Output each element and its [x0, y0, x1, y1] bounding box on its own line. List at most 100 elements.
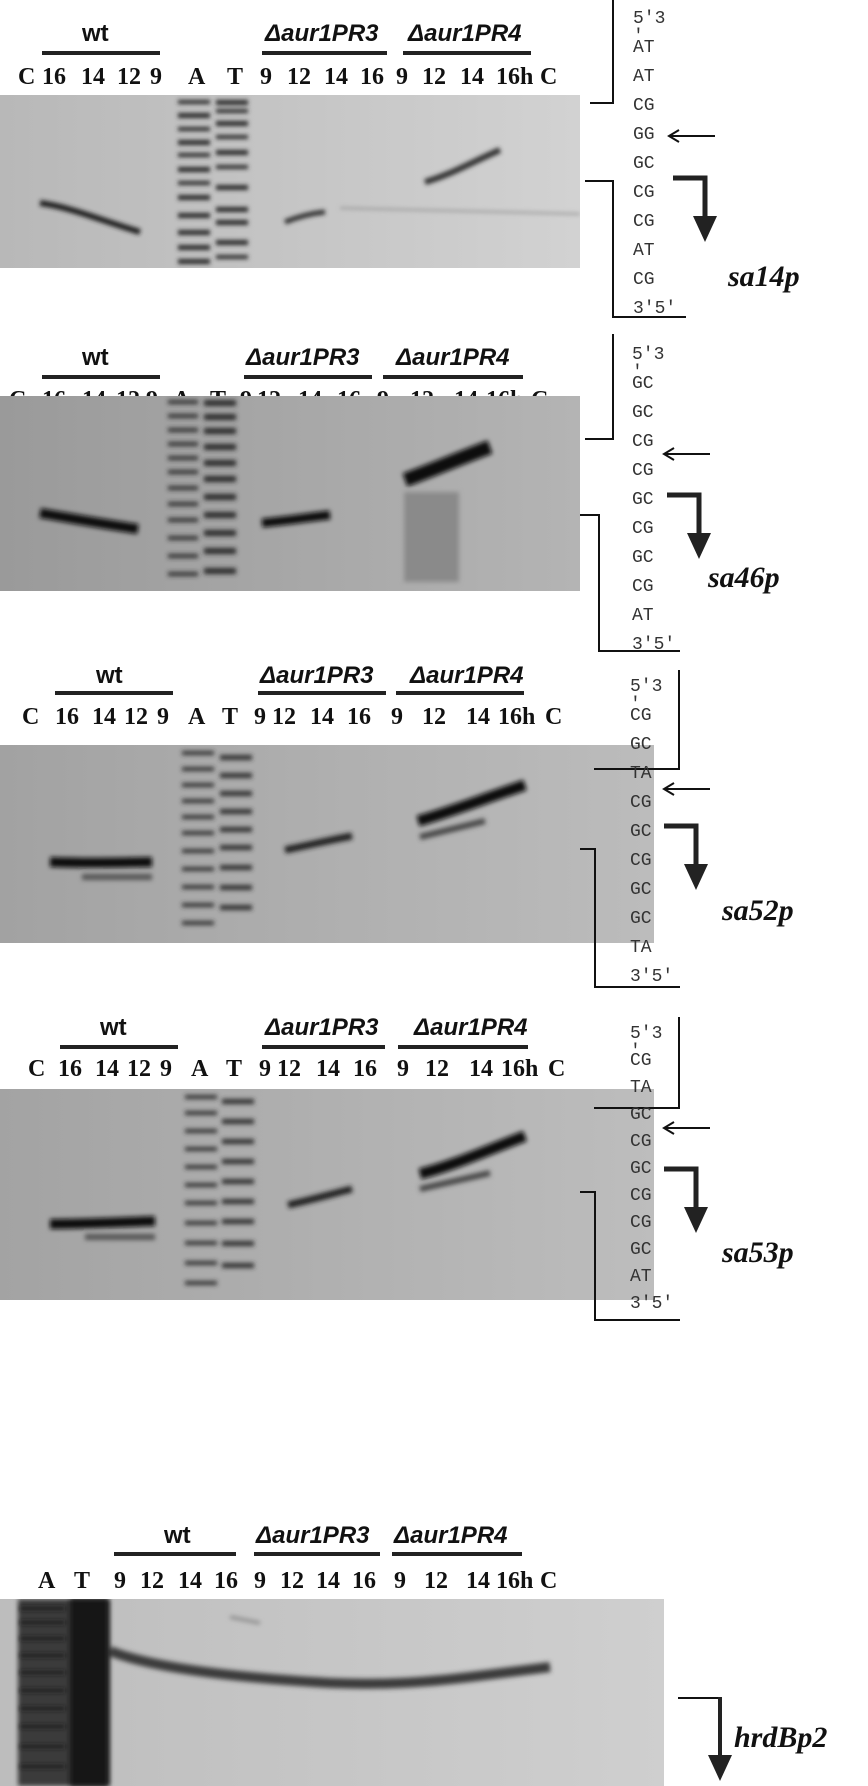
- bracket-line: [585, 180, 614, 182]
- lane-label: 9: [254, 1569, 266, 1593]
- gel-image: [0, 95, 580, 268]
- gene-label: sa14p: [728, 262, 800, 292]
- group-bar-wt: [114, 1552, 236, 1556]
- bracket-line: [585, 438, 614, 440]
- gel-bands: [0, 1089, 654, 1300]
- left-arrow-icon: [660, 1121, 712, 1135]
- lane-label: 12: [425, 1057, 449, 1081]
- panel-sa52p: wt Δaur1PR3 Δaur1PR4 C 16 14 12 9 A T 9 …: [0, 660, 868, 1015]
- lane-label: 16: [347, 705, 371, 729]
- lane-label: 16: [42, 65, 66, 89]
- group-bar-wt: [42, 51, 160, 55]
- bracket-line: [590, 102, 614, 104]
- seq-item: CG: [630, 1133, 652, 1151]
- seq-item: TA: [630, 939, 652, 957]
- lane-label: 16: [55, 705, 79, 729]
- group-bar-pr3: [244, 375, 372, 379]
- lane-label: T: [222, 705, 238, 729]
- lane-label: 9: [114, 1569, 126, 1593]
- lane-label: 16: [214, 1569, 238, 1593]
- gene-label: hrdBp2: [734, 1723, 827, 1753]
- group-label-wt: wt: [100, 1016, 127, 1040]
- left-arrow-icon: [665, 129, 717, 143]
- seq-item: GC: [630, 910, 652, 928]
- seq-item: AT: [633, 242, 655, 260]
- bracket-line: [612, 0, 614, 104]
- tss-arrow-icon: [662, 1161, 712, 1241]
- group-label-wt: wt: [96, 664, 123, 688]
- lane-label: C: [540, 1569, 557, 1593]
- lane-label: T: [226, 1057, 242, 1081]
- lane-label: T: [227, 65, 243, 89]
- group-label-pr3: Δaur1PR3: [246, 346, 360, 370]
- bracket-line: [678, 1017, 680, 1109]
- seq-item: CG: [630, 852, 652, 870]
- seq-item: AT: [633, 68, 655, 86]
- lane-label: 16h: [501, 1057, 538, 1081]
- seq-item: CG: [633, 213, 655, 231]
- lane-label: 16: [352, 1569, 376, 1593]
- lane-label: A: [191, 1057, 208, 1081]
- lane-label: 16: [58, 1057, 82, 1081]
- lane-label: 12: [422, 705, 446, 729]
- group-label-pr3: Δaur1PR3: [265, 1016, 379, 1040]
- lane-label: 16: [353, 1057, 377, 1081]
- lane-label: 9: [396, 65, 408, 89]
- lane-label: 12: [272, 705, 296, 729]
- lane-label: 14: [466, 705, 490, 729]
- lane-label: 12: [277, 1057, 301, 1081]
- seq-item: CG: [630, 1187, 652, 1205]
- lane-label: 12: [117, 65, 141, 89]
- lane-label: 16h: [498, 705, 535, 729]
- seq-item: AT: [630, 1268, 652, 1286]
- gel-bands: [0, 396, 580, 591]
- seq-item: GC: [630, 1241, 652, 1259]
- lane-label: 12: [140, 1569, 164, 1593]
- lane-label: 12: [422, 65, 446, 89]
- group-label-pr4: Δaur1PR4: [408, 22, 522, 46]
- lane-label: C: [28, 1057, 45, 1081]
- gel-image: [0, 396, 580, 591]
- seq-item: GC: [630, 1106, 652, 1124]
- panel-hrdBp2: wt Δaur1PR3 Δaur1PR4 A T 9 12 14 16 9 12…: [0, 1515, 868, 1786]
- lane-label: 14: [316, 1057, 340, 1081]
- lane-label: C: [18, 65, 35, 89]
- group-label-wt: wt: [82, 346, 109, 370]
- bracket-line: [612, 334, 614, 440]
- lane-label: C: [540, 65, 557, 89]
- lane-label: 9: [259, 1057, 271, 1081]
- bracket-line: [580, 848, 596, 850]
- seq-item: GC: [632, 491, 654, 509]
- seq-item: TA: [630, 765, 652, 783]
- group-bar-pr4: [398, 1045, 528, 1049]
- group-bar-pr3: [262, 51, 387, 55]
- lane-label: 14: [316, 1569, 340, 1593]
- lane-label: 14: [178, 1569, 202, 1593]
- seq-item: GC: [632, 549, 654, 567]
- group-label-pr3: Δaur1PR3: [256, 1524, 370, 1548]
- lane-label: 9: [157, 705, 169, 729]
- lane-label: 14: [81, 65, 105, 89]
- seq-item: GC: [630, 823, 652, 841]
- bracket-line: [594, 848, 596, 988]
- group-label-pr4: Δaur1PR4: [396, 346, 510, 370]
- group-label-wt: wt: [164, 1524, 191, 1548]
- lane-label: 14: [324, 65, 348, 89]
- lane-label: A: [188, 705, 205, 729]
- seq-item: GC: [630, 1160, 652, 1178]
- gene-label: sa53p: [722, 1238, 794, 1268]
- lane-label: C: [22, 705, 39, 729]
- seq-item: CG: [630, 707, 652, 725]
- seq-item: CG: [630, 1214, 652, 1232]
- bracket-line: [678, 670, 680, 770]
- lane-label: 9: [397, 1057, 409, 1081]
- group-bar-pr4: [383, 375, 523, 379]
- group-bar-pr4: [396, 691, 524, 695]
- lane-label: 14: [469, 1057, 493, 1081]
- lane-label: 14: [95, 1057, 119, 1081]
- bracket-line: [580, 514, 600, 516]
- seq-item: GG: [633, 126, 655, 144]
- group-bar-wt: [55, 691, 173, 695]
- gel-bands: [0, 1599, 664, 1786]
- seq-item: AT: [632, 607, 654, 625]
